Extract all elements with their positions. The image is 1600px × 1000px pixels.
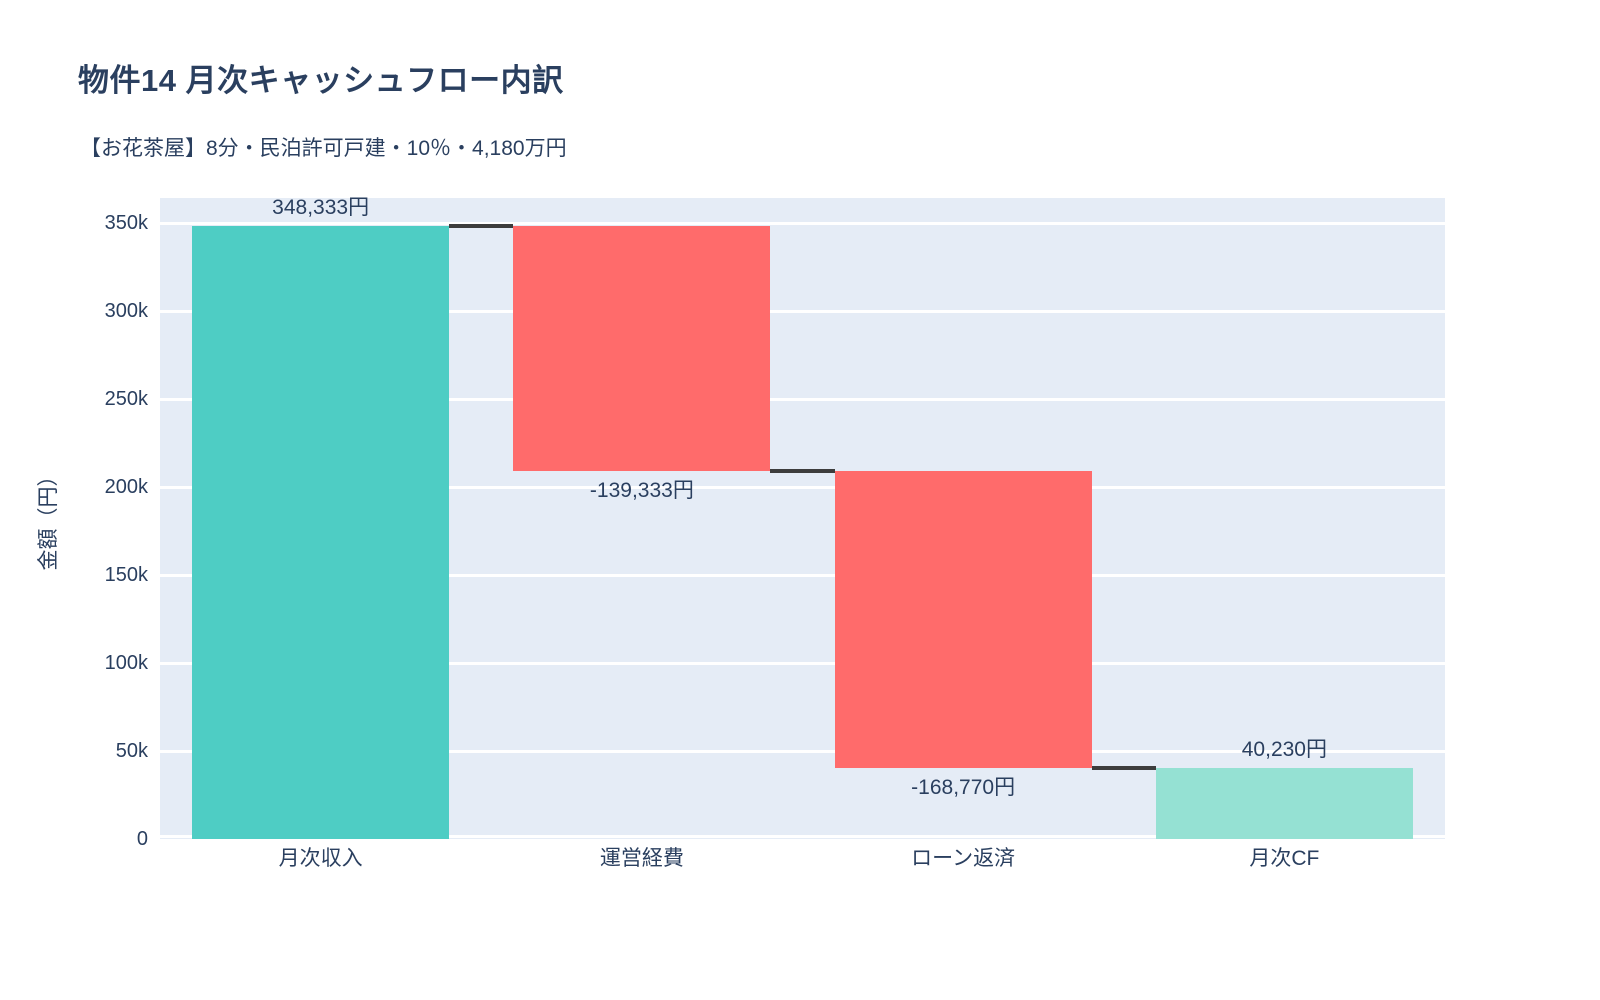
waterfall-bar-4 bbox=[1155, 768, 1413, 839]
x-tick-label-1: 月次収入 bbox=[278, 847, 363, 870]
y-tick-label-300k: 300k bbox=[104, 300, 148, 322]
connector-3 bbox=[1091, 766, 1156, 771]
gridline-300k bbox=[160, 309, 1445, 313]
waterfall-bar-2 bbox=[513, 225, 771, 472]
y-tick-label-350k: 350k bbox=[104, 212, 148, 234]
y-tick-label-250k: 250k bbox=[104, 388, 148, 410]
x-tick-label-4: 月次CF bbox=[1249, 847, 1320, 870]
waterfall-bar-1 bbox=[192, 225, 450, 839]
gridline-50k bbox=[160, 749, 1445, 753]
x-tick-label-2: 運営経費 bbox=[599, 847, 684, 870]
bar-value-label-2: -139,333円 bbox=[589, 479, 694, 503]
y-tick-label-50k: 50k bbox=[115, 740, 148, 762]
bar-value-label-4: 40,230円 bbox=[1241, 738, 1327, 762]
bar-value-label-3: -168,770円 bbox=[911, 776, 1016, 800]
x-tick-label-3: ローン返済 bbox=[911, 847, 1016, 870]
chart-subtitle: 【お花茶屋】8分・民泊許可戸建・10％・4,180万円 bbox=[80, 137, 567, 160]
connector-2 bbox=[770, 469, 835, 474]
y-tick-label-100k: 100k bbox=[104, 652, 148, 674]
y-tick-label-150k: 150k bbox=[104, 564, 148, 586]
gridline-100k bbox=[160, 661, 1445, 665]
gridline-0 bbox=[160, 834, 1445, 838]
bar-value-label-1: 348,333円 bbox=[272, 195, 370, 219]
chart-title: 物件14 月次キャッシュフロー内訳 bbox=[78, 63, 564, 98]
y-tick-label-200k: 200k bbox=[104, 476, 148, 498]
waterfall-bar-3 bbox=[834, 471, 1092, 769]
connector-1 bbox=[449, 223, 514, 228]
gridline-350k bbox=[160, 221, 1445, 225]
plot-area: 348,333円 -139,333円 -168,770円 40,230円 bbox=[160, 195, 1445, 839]
gridline-250k bbox=[160, 397, 1445, 401]
gridline-200k bbox=[160, 485, 1445, 489]
gridline-150k bbox=[160, 573, 1445, 577]
y-tick-label-0: 0 bbox=[136, 828, 148, 850]
